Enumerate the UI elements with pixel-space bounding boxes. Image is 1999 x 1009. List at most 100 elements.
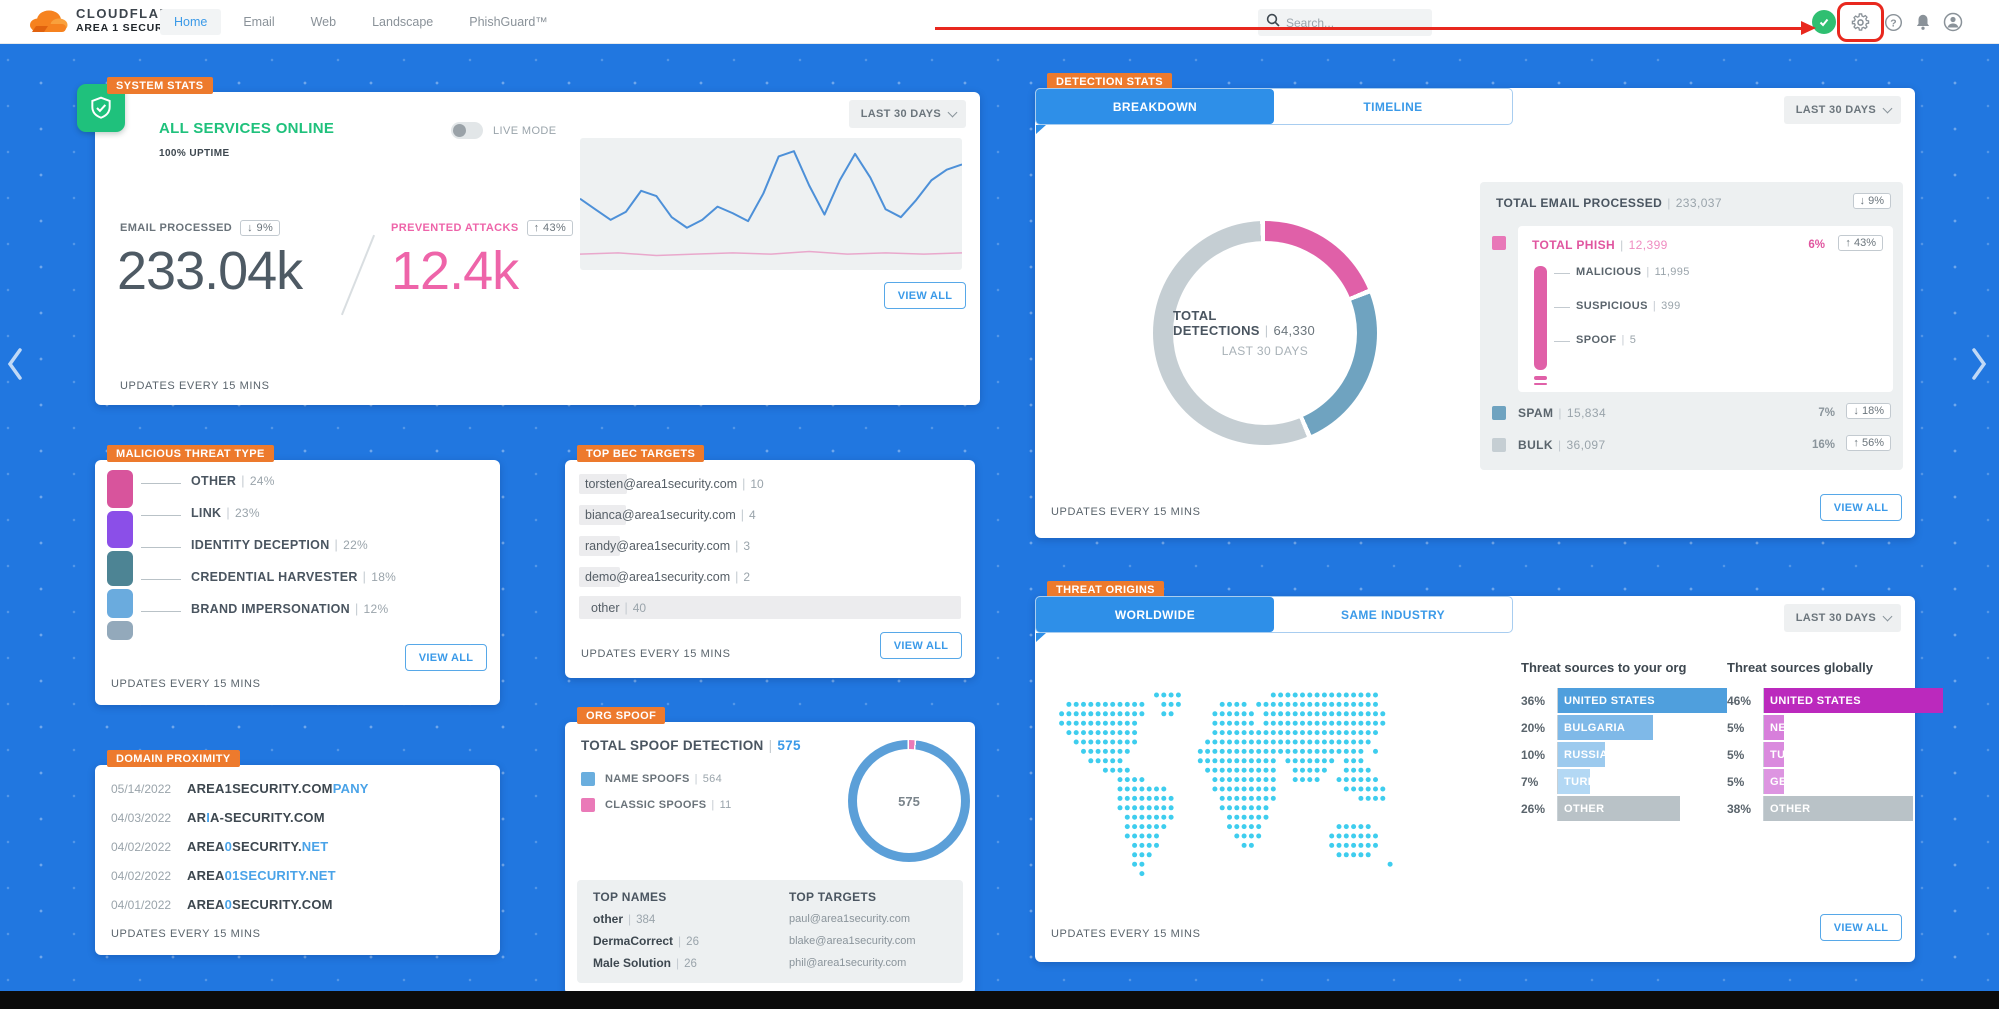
org-spoof-title: TOTAL SPOOF DETECTION | 575 <box>581 738 801 753</box>
email-processed-delta-badge: ↓ 9% <box>240 220 281 236</box>
system-stats-card: SYSTEM STATS ALL SERVICES ONLINE 100% UP… <box>77 77 980 405</box>
threat-type-row: IDENTITY DECEPTION | 22% <box>140 538 369 558</box>
threat-type-row: LINK | 23% <box>141 506 260 526</box>
bec-view-all-button[interactable]: VIEW ALL <box>880 632 962 659</box>
status-shield-icon[interactable] <box>1812 10 1836 34</box>
activity-sparkline <box>580 138 962 270</box>
detection-stats-card: DETECTION STATS BREAKDOWN TIMELINE LAST … <box>1035 73 1915 538</box>
threat-type-view-all-button[interactable]: VIEW ALL <box>405 644 487 671</box>
tab-same-industry[interactable]: SAME INDUSTRY <box>1340 607 1446 622</box>
threat-block-identity-deception <box>107 551 133 586</box>
carousel-right-icon[interactable] <box>1968 346 1990 387</box>
notifications-bell-icon[interactable] <box>1912 11 1934 33</box>
chevron-down-icon <box>1882 103 1893 113</box>
top-target-row: paul@area1security.com <box>789 913 911 925</box>
threat-type-pct: 22% <box>343 538 369 552</box>
detections-donut-chart: TOTAL DETECTIONS | 64,330 LAST 30 DAYS <box>1153 221 1377 445</box>
classic-spoofs-swatch <box>581 798 595 812</box>
bulk-pct: 16% <box>1811 439 1835 451</box>
user-avatar-icon[interactable] <box>1942 11 1964 33</box>
nav-item-home[interactable]: Home <box>160 9 222 35</box>
origin-bar: OTHER <box>1558 796 1680 821</box>
domain-date: 04/02/2022 <box>111 840 172 854</box>
threat-type-label: CREDENTIAL HARVESTER <box>191 570 358 584</box>
search-box[interactable] <box>1258 9 1432 36</box>
tab-breakdown[interactable]: BREAKDOWN <box>1036 89 1274 124</box>
system-updates-text: UPDATES EVERY 15 MINS <box>120 380 270 392</box>
threat-block-credential-harvester <box>107 589 133 618</box>
detection-updates-text: UPDATES EVERY 15 MINS <box>1051 506 1201 518</box>
system-range-label: LAST 30 DAYS <box>860 108 941 120</box>
live-mode-toggle[interactable] <box>451 122 483 139</box>
detection-stats-badge: DETECTION STATS <box>1047 73 1173 90</box>
name-spoofs-swatch <box>581 772 595 786</box>
bec-row: other | 40 <box>579 596 961 619</box>
org-spoof-detail-panel: TOP NAMES TOP TARGETS other | 384 DermaCor… <box>577 880 963 983</box>
domain-proximity-card: DOMAIN PROXIMITY 05/14/2022 AREA1SECURITY… <box>95 750 500 955</box>
origin-bar: RUSSIA <box>1558 742 1606 767</box>
spam-swatch <box>1492 406 1506 420</box>
total-phish-delta-badge: ↑ 43% <box>1838 235 1883 251</box>
nav-item-email[interactable]: Email <box>243 15 275 29</box>
bulk-delta-badge: ↑ 56% <box>1846 435 1891 451</box>
settings-gear-icon[interactable] <box>1849 11 1871 33</box>
nav-item-web[interactable]: Web <box>310 15 337 29</box>
phish-bar-dash <box>1534 376 1547 380</box>
bec-row: bianca @area1security.com | 4 <box>579 503 961 526</box>
carousel-left-icon[interactable] <box>4 346 26 387</box>
top-nav-bar: CLOUDFLARE AREA 1 SECURITY Home Email We… <box>0 0 1999 44</box>
domain-row: 04/02/2022 AREA01SECURITY.NET <box>111 868 336 883</box>
nav-item-phishguard[interactable]: PhishGuard™ <box>469 15 548 29</box>
domain-date: 04/01/2022 <box>111 898 172 912</box>
domain-date: 04/02/2022 <box>111 869 172 883</box>
system-range-dropdown[interactable]: LAST 30 DAYS <box>848 100 966 128</box>
top-name-row: other | 384 <box>593 912 656 926</box>
total-email-processed-row: TOTAL EMAIL PROCESSED | 233,037 <box>1496 196 1722 210</box>
domain-date: 04/03/2022 <box>111 811 172 825</box>
origin-row: 38% OTHER <box>1727 795 1943 822</box>
legend-name-spoofs: NAME SPOOFS | 564 <box>581 772 722 786</box>
origin-bar: UNITED STATES <box>1558 688 1727 713</box>
domain-row: 04/01/2022 AREA0SECURITY.COM <box>111 897 333 912</box>
detection-view-all-button[interactable]: VIEW ALL <box>1820 494 1902 521</box>
tab-worldwide[interactable]: WORLDWIDE <box>1036 597 1274 632</box>
top-target-row: phil@area1security.com <box>789 957 907 969</box>
toggle-knob <box>453 124 466 137</box>
origin-bar: TURKEY <box>1764 742 1784 767</box>
search-input[interactable] <box>1286 15 1416 30</box>
threat-type-blocks <box>107 470 133 643</box>
threat-type-updates-text: UPDATES EVERY 15 MINS <box>111 678 261 690</box>
threat-origins-view-all-button[interactable]: VIEW ALL <box>1820 914 1902 941</box>
threat-type-pct: 23% <box>234 506 260 520</box>
search-icon <box>1266 13 1280 32</box>
total-phish-pct: 6% <box>1808 239 1825 251</box>
threat-origins-range-dropdown[interactable]: LAST 30 DAYS <box>1783 604 1901 632</box>
bulk-row: BULK | 36,097 <box>1518 438 1606 452</box>
org-spoof-donut-value: 575 <box>898 793 920 809</box>
top-name-row: Male Solution | 26 <box>593 956 697 970</box>
threat-type-row: OTHER | 24% <box>141 474 275 494</box>
origin-bar: GERMANY <box>1764 769 1784 794</box>
cloudflare-logo-icon[interactable] <box>26 5 72 44</box>
prevented-attacks-label: PREVENTED ATTACKS <box>391 222 519 234</box>
origin-bar: TURKEY <box>1558 769 1591 794</box>
nav-item-landscape[interactable]: Landscape <box>372 15 434 29</box>
tab-timeline[interactable]: TIMELINE <box>1363 99 1423 114</box>
uptime-text: 100% UPTIME <box>159 148 230 159</box>
prevented-attacks-delta-badge: ↑ 43% <box>526 220 574 236</box>
threat-sources-global-title: Threat sources globally <box>1727 660 1873 675</box>
annotation-arrow-line <box>935 27 1803 30</box>
stat-divider <box>340 234 376 316</box>
top-name-row: DermaCorrect | 26 <box>593 934 699 948</box>
system-view-all-button[interactable]: VIEW ALL <box>884 282 966 309</box>
services-status-text: ALL SERVICES ONLINE <box>159 120 335 137</box>
top-target-row: blake@area1security.com <box>789 935 916 947</box>
spam-pct: 7% <box>1818 407 1835 419</box>
help-icon[interactable]: ? <box>1882 11 1904 33</box>
spam-row: SPAM | 15,834 <box>1518 406 1607 420</box>
spoof-row: SPOOF | 5 <box>1553 334 1637 346</box>
detection-range-dropdown[interactable]: LAST 30 DAYS <box>1783 96 1901 124</box>
threat-sources-org-list: Threat sources to your org 36% UNITED STA… <box>1521 660 1727 822</box>
threat-type-pct: 24% <box>249 474 275 488</box>
threat-origins-card: THREAT ORIGINS WORLDWIDE SAME INDUSTRY L… <box>1035 581 1943 962</box>
